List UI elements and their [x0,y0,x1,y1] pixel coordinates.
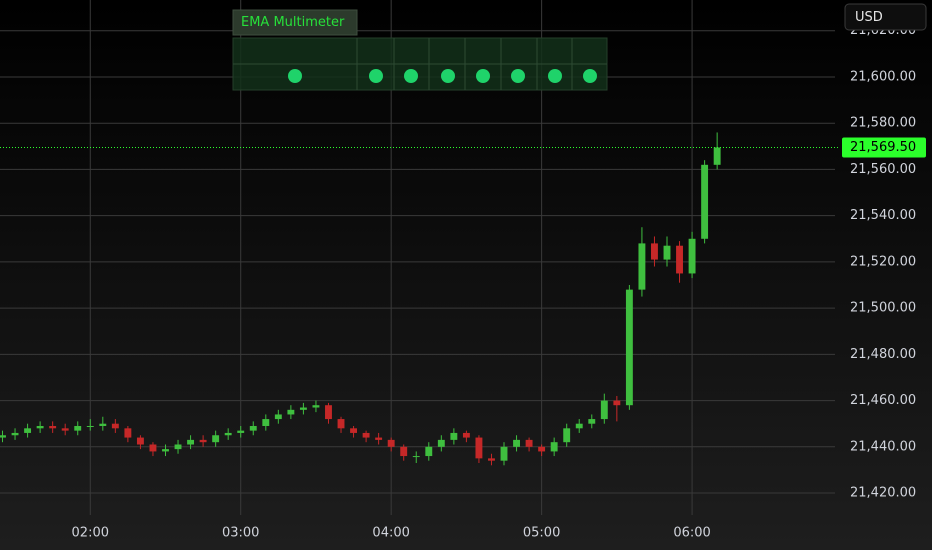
candle-body [249,426,257,431]
candle-body [0,435,6,438]
y-tick-label: 21,480.00 [850,347,916,362]
candle-body [588,419,596,424]
candle-body [450,432,458,440]
candle-body [488,458,495,461]
candle-body [375,437,383,440]
candle-body [362,432,370,438]
candle-body [625,289,633,406]
candle-body [111,423,119,429]
axes: 21,420.00 21,440.00 21,460.00 21,480.00 21,5… [72,23,926,541]
candle-body [688,238,696,274]
candle-body [701,164,709,239]
candle-body [575,423,583,429]
candle-body [538,446,546,452]
candle-body [287,409,295,415]
x-tick-label: 05:00 [523,526,560,541]
x-tick-label: 03:00 [222,526,259,541]
candle-body [475,437,483,459]
candle-body [36,426,44,429]
candle-body [74,426,82,431]
candle-body [425,446,433,457]
candle-body [513,439,520,447]
x-tick-label: 04:00 [372,526,409,541]
currency-label[interactable]: USD [855,10,883,25]
candle-body [550,442,558,452]
candle-body [124,428,132,438]
candle-body [237,430,245,433]
plot [0,132,840,466]
candle-body [312,405,320,408]
candle-body [500,446,508,461]
candle-body [24,428,32,433]
candle-body [224,432,232,436]
candle-body [387,439,395,447]
candle-body [563,428,571,443]
candle-body [462,432,470,438]
candle-body [187,439,195,445]
y-tick-label: 21,560.00 [850,162,916,177]
candle-body [136,437,144,445]
candle-body [86,426,94,428]
candle-body [49,426,57,429]
indicator-cells [233,38,607,90]
y-tick-label: 21,540.00 [850,208,916,223]
candle-body [325,405,332,420]
candle-body [162,449,169,452]
candle-body [713,147,721,165]
candle-body [400,446,408,457]
indicator-title: EMA Multimeter [241,15,345,30]
y-tick-label: 21,500.00 [850,301,916,316]
x-tick-label: 02:00 [72,526,109,541]
candle-body [61,428,69,431]
y-tick-label: 21,440.00 [850,439,916,454]
y-tick-label: 21,420.00 [850,486,916,501]
candle-body [613,400,621,406]
candle-body [412,456,420,458]
y-tick-label: 21,520.00 [850,254,916,269]
candle-body [600,400,608,420]
last-price-tag [842,137,926,158]
currency-button[interactable]: USD [844,3,927,31]
y-tick-label: 21,600.00 [850,69,916,84]
candle-body [350,428,358,433]
candle-body [651,243,658,260]
candle-body [174,444,182,450]
candle-body [199,439,207,443]
y-tick-label: 21,460.00 [850,393,916,408]
indicator-dots [288,69,597,83]
last-price-label: 21,569.50 [850,140,916,155]
candle-body [11,432,19,436]
y-tick-label: 21,580.00 [850,116,916,131]
candle-body [149,444,157,452]
candle-body [299,407,307,410]
candle-body [676,245,683,274]
indicator-title-box [232,9,358,36]
candle-body [262,419,270,427]
currency-button-box[interactable] [844,3,927,31]
candle-body [274,414,282,420]
indicator-widget: EMA Multimeter [232,9,608,91]
candle-body [212,435,220,443]
candle-body [638,243,646,290]
x-tick-label: 06:00 [673,526,710,541]
candle-body [337,419,345,429]
candle-body [99,423,107,427]
candle-body [663,245,671,260]
candle-body [437,439,445,447]
candle-body [525,439,533,447]
